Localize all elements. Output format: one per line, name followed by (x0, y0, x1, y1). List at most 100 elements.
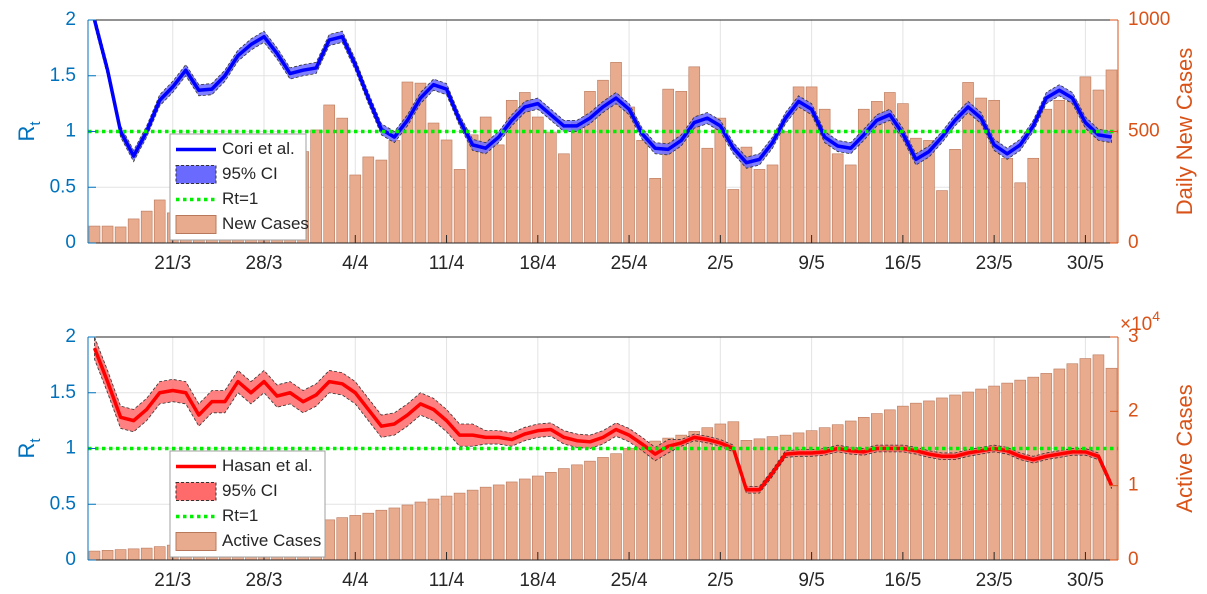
bar (336, 517, 349, 560)
y-axis-label-subscript: t (27, 438, 44, 443)
bar (649, 178, 661, 243)
x-tick-label: 28/3 (246, 570, 283, 591)
line (92, 20, 1112, 165)
y-tick-label: 0.5 (50, 176, 76, 197)
y2-tick-label: 3 (1128, 326, 1139, 347)
x-tick-label: 30/5 (1067, 253, 1104, 274)
bar (1053, 368, 1066, 560)
bar (714, 117, 727, 243)
x-tick-label: 18/4 (519, 253, 556, 274)
bar (492, 144, 505, 243)
legend-label: New Cases (222, 214, 309, 233)
x-tick-label: 25/4 (611, 570, 648, 591)
y2-axis-label: Active Cases (1172, 384, 1197, 512)
bar (714, 423, 727, 560)
plot-area (88, 20, 1118, 243)
bar (466, 134, 479, 243)
confidence-band (94, 337, 1112, 494)
bar (792, 432, 805, 560)
line (92, 347, 1114, 492)
bar (349, 174, 362, 243)
bar (466, 489, 479, 560)
legend-label: Cori et al. (222, 139, 295, 158)
legend-label: Rt=1 (222, 189, 258, 208)
bar (1040, 373, 1053, 560)
bar (584, 91, 596, 243)
bar (414, 501, 427, 560)
bar (818, 427, 831, 560)
bar (923, 400, 935, 560)
bar (610, 62, 622, 243)
bar (884, 409, 896, 560)
bar (740, 146, 753, 243)
y2-multiplier-exponent: 4 (1152, 308, 1160, 324)
bar (636, 443, 648, 560)
bar (558, 468, 570, 560)
bar (401, 81, 414, 243)
y-axis-label: Rt (14, 121, 45, 142)
y-axis-label-main: R (14, 443, 39, 459)
bar (140, 547, 153, 560)
bar (779, 131, 792, 243)
legend-swatch (175, 482, 217, 501)
y-tick-label: 1.5 (50, 382, 76, 403)
y-axis-label-subscript: t (27, 121, 44, 126)
bar (127, 548, 140, 560)
bar (910, 137, 922, 243)
bar (675, 434, 688, 560)
bar (792, 86, 805, 243)
bar (975, 97, 987, 243)
x-tick-label: 2/5 (707, 570, 733, 591)
bar (1014, 379, 1026, 560)
y2-axis-label: Daily New Cases (1172, 48, 1197, 216)
bar (610, 453, 622, 560)
bar (897, 103, 909, 243)
x-tick-label: 16/5 (884, 253, 921, 274)
bar (936, 397, 948, 560)
bar (532, 116, 544, 243)
bar (897, 405, 909, 560)
bar (623, 106, 635, 243)
bar (558, 153, 570, 243)
y-tick-label: 0 (65, 232, 76, 253)
bar (310, 129, 322, 243)
bar (766, 164, 779, 243)
bar (688, 66, 701, 243)
bar (740, 440, 753, 560)
bar (153, 546, 166, 560)
bar (649, 440, 661, 560)
y2-tick-label: 0 (1128, 549, 1139, 570)
bar (701, 147, 714, 243)
bar (323, 104, 335, 243)
bar (857, 108, 870, 243)
bar (857, 416, 870, 560)
bar (336, 117, 349, 243)
bar (1079, 358, 1092, 560)
bar (962, 82, 974, 243)
bar (401, 504, 414, 560)
bar (1014, 182, 1026, 243)
x-tick-label: 25/4 (611, 253, 648, 274)
y-tick-label: 2 (65, 9, 76, 30)
bar (505, 99, 518, 243)
bar (910, 402, 922, 560)
bar (427, 498, 440, 560)
legend-swatch (175, 532, 217, 551)
bar (844, 164, 857, 243)
bar (662, 88, 674, 243)
bar (936, 190, 948, 243)
bar (831, 153, 844, 243)
x-tick-label: 30/5 (1067, 570, 1104, 591)
bar (766, 436, 779, 560)
x-tick-label: 23/5 (976, 253, 1013, 274)
x-tick-label: 2/5 (707, 253, 733, 274)
bar (1092, 89, 1105, 243)
x-tick-label: 9/5 (798, 570, 824, 591)
bar (962, 391, 974, 560)
bar (727, 189, 740, 243)
bar (88, 550, 101, 560)
y-tick-label: 0 (65, 549, 76, 570)
bar (101, 550, 114, 560)
x-tick-label: 18/4 (519, 570, 556, 591)
